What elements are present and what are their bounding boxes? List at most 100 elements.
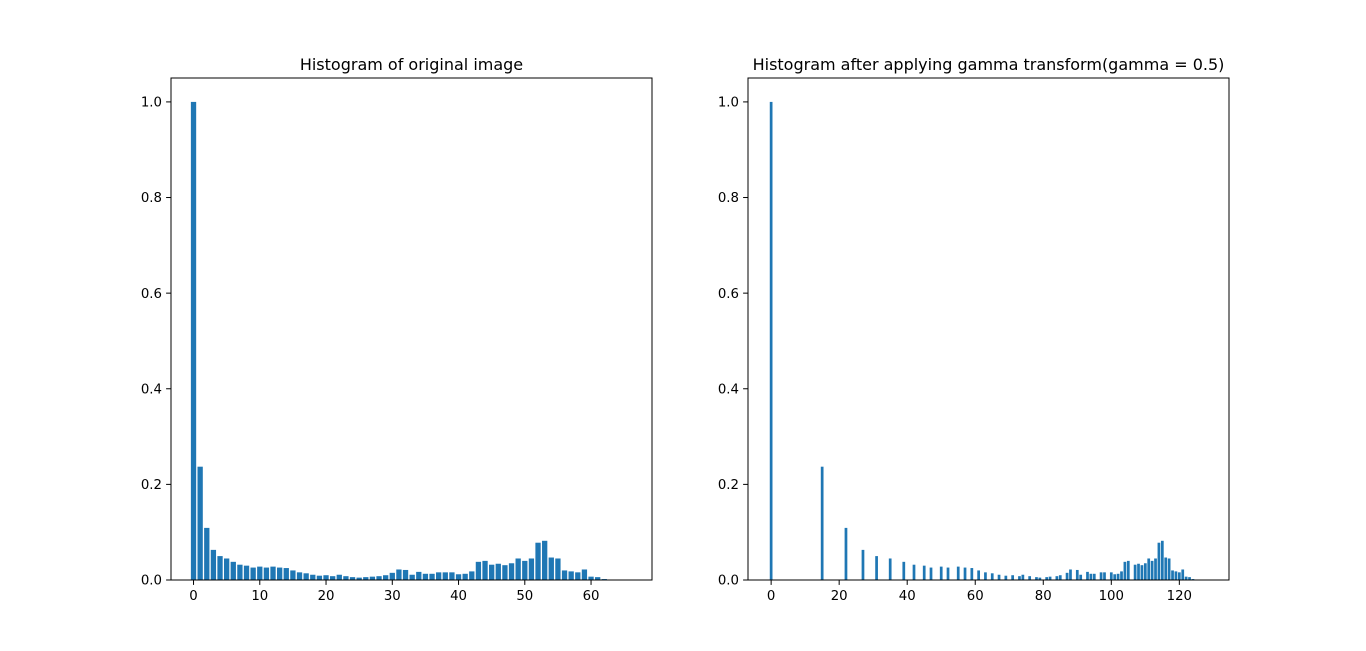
original-histogram-frame xyxy=(170,77,653,581)
gamma-histogram-bar xyxy=(902,561,906,580)
original-histogram-bar xyxy=(548,557,554,580)
gamma-histogram-bar xyxy=(1177,572,1181,580)
gamma-histogram-bar xyxy=(1184,576,1188,580)
original-histogram-bar xyxy=(535,542,541,580)
gamma-histogram-bar xyxy=(820,466,824,580)
gamma-histogram-bar xyxy=(1157,542,1161,580)
original-histogram-x-tick-label: 30 xyxy=(384,589,401,604)
gamma-histogram-bar xyxy=(1150,560,1154,580)
original-histogram-y-tick-label: 0.2 xyxy=(141,478,162,493)
gamma-histogram-bar xyxy=(1004,575,1008,580)
original-histogram-bar xyxy=(389,572,395,580)
original-histogram-bar xyxy=(310,574,316,580)
gamma-histogram-bar xyxy=(888,558,892,580)
original-histogram-y-tick-label: 0.4 xyxy=(141,382,162,397)
original-histogram-bar xyxy=(528,558,535,580)
original-histogram-bar xyxy=(303,573,309,580)
gamma-histogram-bar xyxy=(1113,574,1117,580)
gamma-histogram-bar xyxy=(1075,569,1079,580)
gamma-histogram-y-tick-label: 0.4 xyxy=(718,382,739,397)
gamma-histogram-bars xyxy=(769,101,1198,581)
original-histogram-bar xyxy=(561,570,568,580)
original-histogram-x-tick-label: 40 xyxy=(450,589,467,604)
gamma-histogram-bar xyxy=(1126,560,1130,580)
original-histogram-bar xyxy=(250,567,256,580)
original-histogram-bar xyxy=(277,567,283,580)
original-histogram-bar xyxy=(442,572,448,580)
original-histogram-bar xyxy=(270,566,276,580)
gamma-histogram-bar xyxy=(1038,577,1042,580)
gamma-histogram-bar xyxy=(1147,558,1151,580)
gamma-histogram-bar xyxy=(861,549,865,580)
original-histogram-bar xyxy=(197,466,203,580)
gamma-histogram-bar xyxy=(1174,571,1178,580)
gamma-histogram-bar xyxy=(1055,576,1059,580)
gamma-histogram-bar xyxy=(1123,561,1127,580)
gamma-histogram-x-tick-label: 0 xyxy=(767,589,775,604)
original-histogram-bar xyxy=(568,571,574,580)
gamma-histogram-bar xyxy=(1079,574,1083,580)
original-histogram-y-tick-label: 0.8 xyxy=(141,191,162,206)
original-histogram-bar xyxy=(502,565,508,580)
original-histogram-bar xyxy=(469,571,475,580)
original-histogram-bar xyxy=(489,564,495,580)
gamma-histogram-bar xyxy=(1099,572,1103,580)
original-histogram-bar xyxy=(515,558,521,580)
gamma-histogram-x-tick-label: 40 xyxy=(899,589,916,604)
original-histogram-bar xyxy=(595,577,601,580)
original-histogram-bar xyxy=(508,563,515,580)
gamma-histogram-title: Histogram after applying gamma transform… xyxy=(753,55,1225,74)
gamma-histogram-y-tick-label: 0.2 xyxy=(718,478,739,493)
original-histogram-bar xyxy=(475,561,482,580)
original-histogram-bar xyxy=(402,569,409,580)
gamma-histogram-bar xyxy=(1154,558,1157,580)
original-histogram-bar xyxy=(349,577,356,580)
original-histogram-bar xyxy=(575,572,581,580)
gamma-histogram-panel: Histogram after applying gamma transform… xyxy=(718,55,1230,604)
original-histogram-title: Histogram of original image xyxy=(300,55,523,74)
gamma-histogram-x-tick-label: 60 xyxy=(967,589,984,604)
original-histogram-bars xyxy=(190,101,607,581)
original-histogram-bar xyxy=(230,561,236,580)
gamma-histogram-bar xyxy=(977,570,980,580)
original-histogram-bar xyxy=(495,563,501,580)
gamma-histogram-bar xyxy=(1171,570,1174,580)
gamma-histogram-bar xyxy=(1116,573,1120,580)
original-histogram-bar xyxy=(190,101,197,581)
original-histogram-bar xyxy=(396,569,402,580)
original-histogram-bar xyxy=(296,572,303,580)
original-histogram-bar xyxy=(588,576,594,580)
gamma-histogram-bar xyxy=(1164,557,1168,580)
original-histogram-x-tick-label: 10 xyxy=(251,589,268,604)
original-histogram-bar xyxy=(210,549,217,580)
original-histogram-bar xyxy=(555,558,561,580)
gamma-histogram-bar xyxy=(1137,563,1140,580)
gamma-histogram-y-tick-label: 0.0 xyxy=(718,574,739,589)
original-histogram-bar xyxy=(257,566,263,580)
gamma-histogram-bar xyxy=(1035,577,1038,580)
gamma-histogram-bar xyxy=(1028,576,1032,580)
gamma-histogram-bar xyxy=(1045,577,1049,580)
gamma-histogram-bar xyxy=(946,567,950,580)
gamma-histogram-bar xyxy=(1103,572,1106,580)
original-histogram-bar xyxy=(283,568,289,580)
original-histogram-bar xyxy=(542,540,548,580)
gamma-histogram-y-axis: 0.0 0.2 0.4 0.6 0.8 1.0 xyxy=(718,96,748,589)
gamma-histogram-bar xyxy=(990,573,994,580)
gamma-histogram-y-tick-label: 1.0 xyxy=(718,96,739,111)
original-histogram-bar xyxy=(204,527,210,580)
gamma-histogram-bar xyxy=(875,556,878,580)
original-histogram-bar xyxy=(316,575,323,580)
original-histogram-bar xyxy=(455,574,462,580)
gamma-histogram-x-tick-label: 20 xyxy=(831,589,848,604)
gamma-histogram-bar xyxy=(1089,573,1093,580)
gamma-histogram-bar xyxy=(984,572,987,580)
original-histogram-bar xyxy=(336,574,342,580)
gamma-histogram-bar xyxy=(929,567,933,580)
gamma-histogram-bar xyxy=(1011,575,1015,580)
original-histogram-y-tick-label: 0.6 xyxy=(141,287,162,302)
original-histogram-y-axis: 0.0 0.2 0.4 0.6 0.8 1.0 xyxy=(141,96,171,589)
gamma-histogram-bar xyxy=(912,564,916,580)
